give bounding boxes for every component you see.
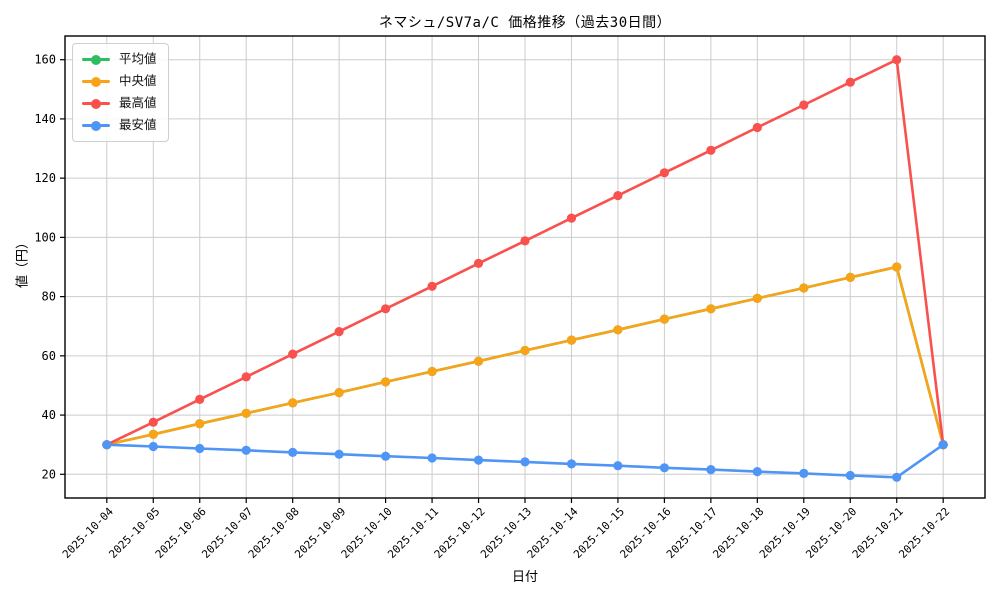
legend-item-min: 最安値 — [82, 117, 157, 134]
data-point-max — [659, 168, 670, 178]
data-point-min — [288, 447, 298, 457]
svg-text:100: 100 — [34, 230, 56, 244]
data-point-min — [892, 472, 902, 482]
data-point-min — [148, 441, 158, 452]
legend-marker-icon — [91, 76, 101, 87]
data-point-max — [892, 55, 902, 65]
data-point-min — [799, 468, 809, 478]
svg-text:80: 80 — [42, 290, 56, 304]
data-point-median — [659, 314, 670, 324]
data-point-median — [427, 366, 437, 377]
data-point-min — [102, 440, 112, 450]
legend-label-median: 中央値 — [119, 73, 157, 89]
legend-item-median: 中央値 — [82, 73, 157, 90]
data-point-max — [566, 213, 577, 223]
data-point-max — [195, 394, 205, 404]
data-point-max — [613, 191, 623, 201]
data-point-median — [241, 408, 251, 418]
data-point-median — [381, 377, 391, 387]
y-axis-label: 値（円） — [15, 235, 31, 289]
legend-swatch-min — [82, 120, 110, 131]
data-point-min — [473, 455, 484, 465]
data-point-median — [752, 293, 762, 303]
legend-swatch-median — [82, 76, 110, 87]
x-axis-label: 日付 — [511, 570, 538, 585]
data-point-max — [381, 304, 391, 314]
legend-marker-icon — [91, 98, 101, 109]
data-point-max — [520, 236, 530, 246]
data-point-median — [148, 429, 158, 439]
legend-label-max: 最高値 — [119, 95, 157, 111]
svg-text:120: 120 — [34, 171, 56, 185]
data-point-min — [381, 451, 391, 461]
data-point-min — [520, 457, 530, 467]
y-tick-labels: 20 40 60 80 100 120 140 160 — [34, 53, 56, 482]
data-point-min — [613, 461, 623, 471]
data-point-min — [427, 453, 437, 463]
data-point-max — [799, 100, 809, 110]
data-point-max — [241, 372, 251, 382]
data-point-max — [473, 258, 484, 268]
data-point-max — [334, 327, 344, 337]
svg-text:40: 40 — [42, 408, 56, 422]
data-point-median — [799, 283, 809, 293]
data-point-min — [659, 463, 670, 473]
data-point-median — [473, 356, 484, 366]
data-point-max — [706, 145, 716, 155]
series-median — [102, 262, 948, 450]
legend-marker-icon — [91, 120, 101, 131]
data-point-median — [334, 388, 344, 398]
data-point-min — [706, 465, 716, 475]
data-point-max — [845, 77, 855, 87]
data-point-max — [288, 349, 298, 359]
data-point-median — [195, 419, 205, 429]
data-point-median — [706, 304, 716, 314]
data-point-max — [148, 417, 158, 427]
data-point-min — [752, 467, 762, 477]
svg-text:20: 20 — [42, 467, 56, 481]
data-point-min — [195, 443, 205, 454]
data-point-median — [566, 335, 577, 345]
legend: 平均値 中央値 最高値 最安値 — [72, 43, 169, 142]
legend-swatch-mean — [82, 54, 110, 65]
data-point-median — [892, 262, 902, 272]
legend-swatch-max — [82, 98, 110, 109]
data-point-min — [845, 470, 855, 481]
data-point-median — [845, 272, 855, 282]
data-point-min — [334, 449, 344, 459]
tick-marks — [60, 59, 944, 503]
data-point-max — [752, 122, 762, 133]
data-point-min — [938, 440, 948, 450]
svg-text:140: 140 — [34, 112, 56, 126]
legend-label-min: 最安値 — [119, 117, 157, 133]
svg-text:60: 60 — [42, 349, 56, 363]
series-max — [102, 55, 948, 450]
svg-text:160: 160 — [34, 53, 56, 67]
data-point-median — [288, 398, 298, 408]
data-point-median — [613, 325, 623, 335]
series-min — [102, 440, 948, 482]
legend-item-max: 最高値 — [82, 95, 157, 112]
chart-title: ネマシュ/SV7a/C 価格推移（過去30日間） — [378, 15, 672, 31]
legend-marker-icon — [91, 54, 101, 65]
x-tick-labels: 2025-10-042025-10-052025-10-062025-10-07… — [60, 505, 952, 561]
legend-item-mean: 平均値 — [82, 51, 157, 68]
data-point-max — [427, 281, 437, 291]
data-point-min — [566, 459, 577, 469]
grid-lines — [65, 36, 985, 498]
data-point-median — [520, 345, 530, 356]
legend-label-mean: 平均値 — [119, 51, 157, 67]
data-point-min — [241, 445, 251, 455]
